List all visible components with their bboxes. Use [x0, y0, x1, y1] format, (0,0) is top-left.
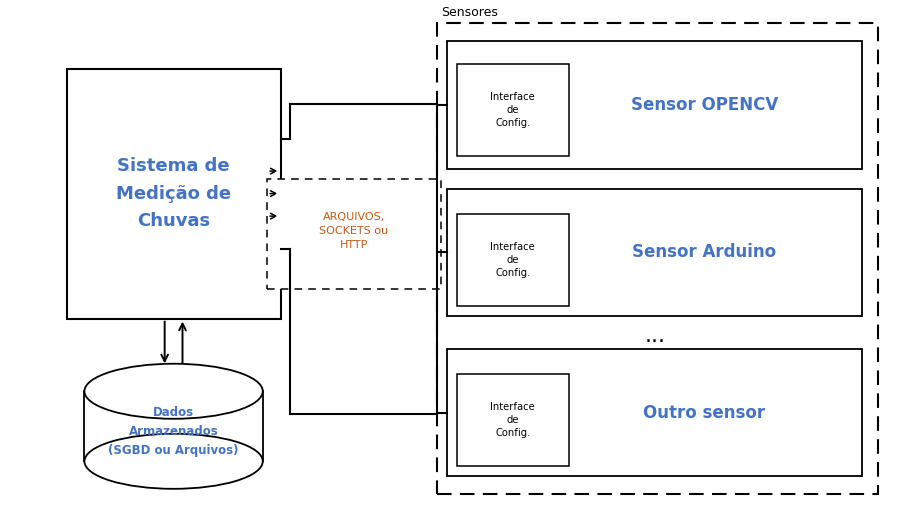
- Bar: [447, 41, 862, 169]
- Bar: [67, 69, 281, 319]
- Text: Sensor OPENCV: Sensor OPENCV: [631, 96, 778, 114]
- Bar: [447, 189, 862, 316]
- Bar: [85, 391, 263, 461]
- Bar: [267, 179, 441, 289]
- Bar: [457, 213, 569, 306]
- Ellipse shape: [85, 364, 263, 419]
- Text: Dados
Armazenados
(SGBD ou Arquivos): Dados Armazenados (SGBD ou Arquivos): [108, 406, 239, 457]
- Text: Sistema de
Medição de
Chuvas: Sistema de Medição de Chuvas: [116, 157, 231, 230]
- Text: Interface
de
Config.: Interface de Config.: [491, 242, 536, 278]
- Text: Interface
de
Config.: Interface de Config.: [491, 92, 536, 128]
- Text: Interface
de
Config.: Interface de Config.: [491, 402, 536, 438]
- Text: Sensor Arduino: Sensor Arduino: [633, 243, 777, 262]
- Text: ARQUIVOS,
SOCKETS ou
HTTP: ARQUIVOS, SOCKETS ou HTTP: [320, 212, 388, 250]
- Text: ...: ...: [644, 326, 666, 346]
- Bar: [457, 64, 569, 156]
- Text: Sensores: Sensores: [441, 7, 498, 19]
- Bar: [436, 24, 878, 494]
- Ellipse shape: [85, 434, 263, 489]
- Text: Outro sensor: Outro sensor: [644, 404, 766, 422]
- Bar: [447, 349, 862, 476]
- Bar: [457, 374, 569, 466]
